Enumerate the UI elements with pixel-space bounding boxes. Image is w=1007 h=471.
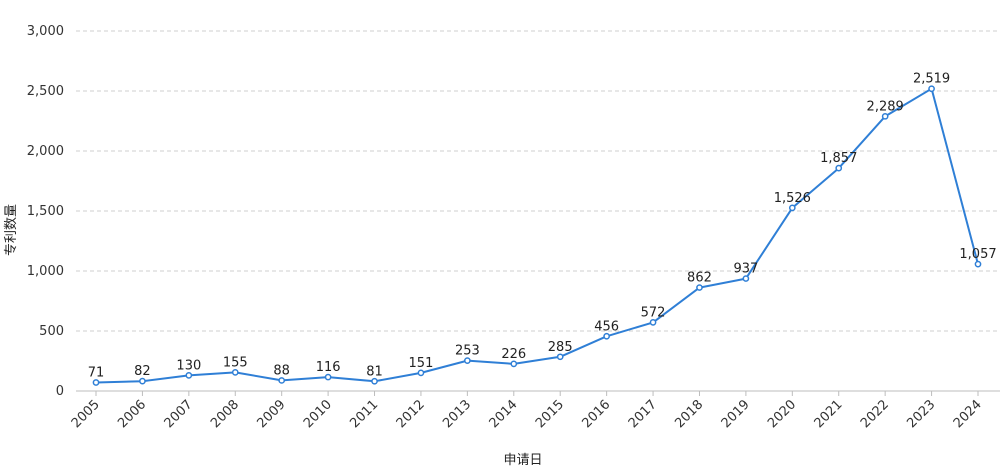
- data-point: [417, 369, 425, 377]
- data-point: [92, 379, 100, 386]
- data-point: [139, 377, 146, 385]
- data-point: [835, 164, 843, 172]
- data-label: 1,526: [774, 191, 811, 206]
- y-axis-title: 专利数量: [4, 204, 19, 256]
- x-tick-label: 2024: [951, 397, 985, 431]
- data-label: 572: [641, 305, 666, 320]
- data-point: [696, 284, 703, 291]
- data-point: [881, 112, 889, 120]
- x-tick-label: 2020: [765, 397, 799, 431]
- data-point: [510, 360, 518, 368]
- x-tick-label: 2015: [533, 397, 567, 431]
- data-point: [556, 353, 564, 361]
- data-label: 937: [733, 262, 758, 277]
- data-label: 130: [176, 358, 201, 373]
- series-line-group: [95, 87, 979, 384]
- x-tick-label: 2012: [394, 397, 428, 431]
- x-tick-label: 2014: [487, 397, 521, 431]
- x-tick-label: 2006: [115, 397, 149, 431]
- y-tick-label: 2,500: [27, 84, 64, 99]
- data-point: [974, 260, 982, 268]
- data-point: [371, 377, 378, 385]
- series-line: [95, 87, 979, 384]
- data-label: 82: [134, 364, 151, 379]
- x-tick-label: 2007: [162, 397, 196, 431]
- data-point: [928, 85, 935, 93]
- data-label: 1,857: [820, 151, 857, 166]
- data-point: [742, 275, 750, 282]
- y-tick-label: 0: [56, 384, 64, 399]
- data-label: 116: [316, 360, 341, 375]
- gridlines: [76, 30, 1000, 392]
- data-point: [603, 332, 610, 340]
- data-label: 226: [501, 347, 526, 362]
- y-tick-label: 1,000: [27, 264, 64, 279]
- data-label: 253: [455, 344, 480, 359]
- x-axis-ticks: 2005 2006 2007 2008 2009 2010 2011 2012 2013 2014…: [69, 391, 985, 431]
- y-tick-label: 500: [39, 324, 64, 339]
- x-tick-label: 2019: [719, 397, 753, 431]
- data-label: 456: [594, 319, 619, 334]
- x-tick-label: 2011: [347, 397, 381, 431]
- y-tick-label: 3,000: [27, 24, 64, 39]
- data-point: [788, 204, 796, 212]
- data-label: 71: [88, 365, 105, 380]
- data-point: [464, 357, 471, 364]
- x-tick-label: 2008: [208, 397, 242, 431]
- data-point: [185, 372, 193, 379]
- x-tick-label: 2018: [672, 397, 706, 431]
- x-tick-label: 2010: [301, 397, 335, 431]
- data-label: 2,519: [913, 72, 950, 87]
- x-tick-label: 2013: [440, 397, 474, 431]
- x-axis-title: 申请日: [503, 453, 542, 468]
- data-labels: 71 82 130 155 88 116 81 151 253 226 285 456 572 862 93…: [88, 72, 997, 381]
- x-tick-label: 2023: [904, 397, 938, 431]
- data-point: [278, 377, 286, 384]
- data-point: [324, 373, 332, 381]
- data-label: 155: [223, 355, 248, 370]
- x-tick-label: 2021: [812, 397, 846, 431]
- data-point: [649, 319, 657, 326]
- y-tick-label: 2,000: [27, 144, 64, 159]
- y-axis-ticks: 0 500 1,000 1,500 2,000 2,500 3,000: [27, 24, 64, 399]
- data-label: 1,057: [959, 247, 996, 262]
- x-tick-label: 2005: [69, 397, 103, 431]
- data-label: 285: [548, 340, 573, 355]
- data-label: 862: [687, 271, 712, 286]
- x-tick-label: 2016: [579, 397, 613, 431]
- x-tick-label: 2017: [626, 397, 660, 431]
- data-point: [231, 369, 239, 376]
- data-label: 81: [366, 364, 383, 379]
- data-label: 151: [409, 356, 434, 371]
- data-label: 88: [273, 363, 290, 378]
- x-tick-label: 2009: [255, 397, 289, 431]
- series-points: [92, 85, 982, 386]
- x-tick-label: 2022: [858, 397, 892, 431]
- data-label: 2,289: [867, 99, 904, 114]
- y-tick-label: 1,500: [27, 204, 64, 219]
